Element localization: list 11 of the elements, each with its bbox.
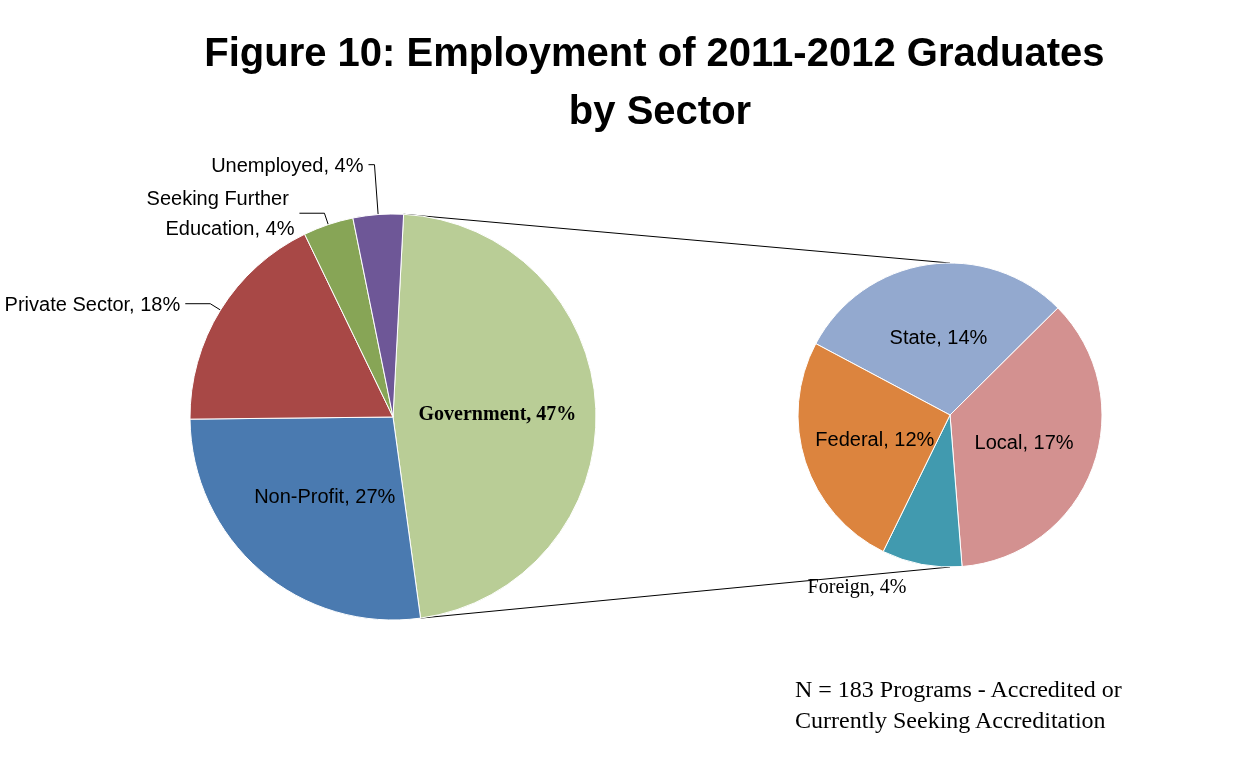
slice-label: Local, 17% [974, 431, 1074, 454]
slice-label: Seeking Further Education, 4% [146, 187, 295, 240]
chart-title: Figure 10: Employment of 2011-2012 Graduates by Sector [204, 30, 1116, 132]
text: N = 183 Programs - Accredited or Currently Seeking Accreditation [795, 675, 1128, 733]
slice-label: Non-Profit, 27% [254, 485, 396, 508]
slice-label: Private Sector, 18% [4, 292, 181, 315]
slice-label: Federal, 12% [815, 428, 935, 451]
slice-label: Foreign, 4% [807, 574, 907, 598]
slice-label: State, 14% [889, 325, 988, 348]
slice-label: Government, 47% [418, 401, 577, 424]
slice-label: Unemployed, 4% [211, 153, 364, 176]
